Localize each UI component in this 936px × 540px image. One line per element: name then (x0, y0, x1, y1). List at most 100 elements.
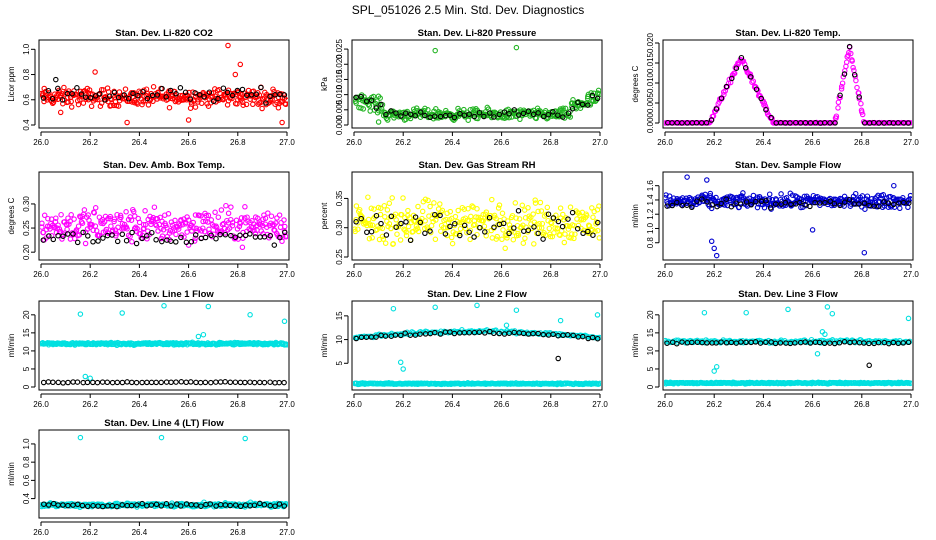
data-point (493, 215, 499, 222)
x-tick-label: 26.8 (230, 138, 246, 147)
data-point (167, 87, 174, 94)
data-point (843, 63, 849, 70)
data-point (787, 120, 793, 126)
data-point (853, 77, 859, 84)
x-tick-label: 27.0 (903, 138, 919, 147)
panel-title: Stan. Dev. Line 4 (LT) Flow (104, 418, 224, 429)
data-point (355, 226, 361, 232)
x-tick-label: 26.8 (230, 400, 246, 409)
data-point (439, 207, 446, 214)
data-point (43, 88, 49, 95)
data-point (817, 200, 823, 206)
data-point (443, 216, 449, 223)
data-point (433, 217, 439, 223)
data-point (728, 339, 735, 346)
data-point (41, 212, 48, 219)
data-point (191, 238, 198, 244)
data-point (158, 503, 165, 509)
data-point (580, 230, 586, 237)
data-point (80, 100, 87, 106)
data-point (907, 192, 912, 199)
x-tick-label: 26.0 (33, 270, 49, 279)
data-point (277, 224, 284, 231)
data-point (532, 200, 539, 206)
data-point (792, 340, 798, 346)
plot-frame (38, 39, 290, 129)
data-point-outlier (158, 434, 165, 441)
data-point (74, 379, 81, 385)
data-point (442, 231, 449, 237)
y-axis-label: ml/min (320, 334, 329, 358)
x-tick-label: 26.6 (494, 400, 510, 409)
data-point (383, 232, 390, 238)
data-point (277, 234, 283, 241)
data-point-outlier (205, 303, 212, 310)
data-point (674, 199, 680, 206)
x-tick-label: 27.0 (903, 400, 919, 409)
data-point (353, 335, 359, 342)
data-point (84, 503, 91, 510)
x-tick-label: 27.0 (592, 138, 608, 147)
data-point (229, 92, 236, 99)
data-point (159, 85, 165, 92)
data-point (367, 108, 373, 114)
data-point (852, 190, 859, 197)
series-all (664, 44, 912, 126)
y-tick-label: 0.20 (22, 244, 31, 260)
y-tick-label: 1.0 (22, 43, 31, 55)
data-point (153, 237, 159, 243)
data-point (368, 228, 375, 235)
data-point (594, 335, 601, 342)
data-point (46, 233, 52, 239)
data-point-outlier (77, 311, 84, 317)
data-point-outlier (87, 375, 93, 382)
data-point (144, 95, 151, 102)
data-point (232, 379, 239, 385)
data-point (81, 207, 88, 213)
data-point (427, 203, 433, 210)
y-axis-label: percent (320, 202, 329, 229)
plot-frame (662, 39, 914, 129)
data-point (448, 234, 455, 241)
data-point (125, 95, 132, 102)
y-tick-label: 15 (335, 311, 344, 320)
data-point (111, 216, 118, 222)
data-point (150, 98, 156, 105)
y-axis-label: degrees C (7, 197, 16, 234)
data-point (257, 379, 263, 386)
data-point (437, 201, 443, 207)
data-point (856, 96, 863, 102)
x-tick-label: 26.6 (181, 138, 197, 147)
series-avg (664, 339, 912, 369)
plot-frame (38, 300, 290, 391)
data-point (862, 206, 868, 212)
data-point (154, 215, 161, 222)
data-point (881, 120, 887, 126)
data-point (594, 95, 601, 102)
data-point (208, 100, 214, 106)
data-point (565, 226, 572, 232)
y-tick-label: 0.015 (335, 69, 344, 90)
data-point (40, 229, 47, 236)
data-point (425, 197, 431, 204)
data-point (536, 220, 542, 227)
data-point (522, 235, 528, 242)
data-point (452, 220, 458, 227)
data-point (97, 103, 104, 109)
y-axis: 0 5 10 15 20 (22, 310, 36, 389)
data-point-outlier (281, 318, 288, 325)
data-point (560, 211, 566, 218)
data-point-outlier (200, 331, 207, 338)
data-point (210, 98, 217, 105)
data-point (481, 223, 488, 230)
x-tick-label: 27.0 (279, 400, 295, 409)
data-points (664, 304, 912, 387)
data-point (165, 211, 172, 217)
data-point (183, 379, 189, 386)
data-point (222, 231, 229, 238)
data-point (80, 229, 86, 236)
data-point (181, 234, 187, 240)
data-point (281, 379, 287, 386)
